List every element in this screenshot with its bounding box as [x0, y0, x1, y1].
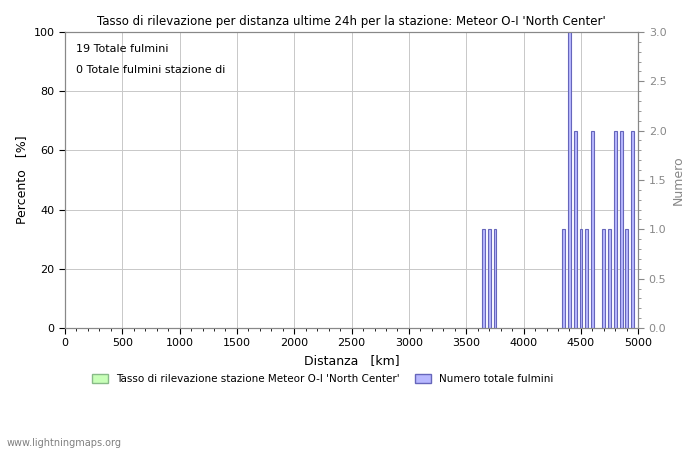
Bar — [568, 32, 571, 328]
Bar — [585, 230, 588, 328]
Bar — [488, 248, 491, 328]
Bar — [620, 130, 622, 328]
Text: 0 Totale fulmini stazione di: 0 Totale fulmini stazione di — [76, 64, 226, 75]
Bar — [562, 230, 565, 328]
Title: Tasso di rilevazione per distanza ultime 24h per la stazione: Meteor O-I 'North : Tasso di rilevazione per distanza ultime… — [97, 15, 606, 28]
Bar — [603, 245, 606, 328]
Bar — [631, 233, 634, 328]
Bar — [591, 130, 594, 328]
Bar — [574, 130, 577, 328]
Y-axis label: Numero: Numero — [672, 155, 685, 205]
Bar — [580, 230, 582, 328]
Bar — [625, 245, 628, 328]
Bar — [585, 245, 588, 328]
Bar — [482, 248, 485, 328]
Legend: Tasso di rilevazione stazione Meteor O-I 'North Center', Numero totale fulmini: Tasso di rilevazione stazione Meteor O-I… — [88, 369, 558, 388]
X-axis label: Distanza   [km]: Distanza [km] — [304, 354, 400, 367]
Bar — [591, 233, 594, 328]
Text: www.lightningmaps.org: www.lightningmaps.org — [7, 438, 122, 448]
Bar — [562, 295, 565, 328]
Bar — [488, 230, 491, 328]
Bar — [494, 248, 496, 328]
Bar — [482, 230, 485, 328]
Bar — [620, 233, 622, 328]
Bar — [580, 295, 582, 328]
Bar — [631, 130, 634, 328]
Bar — [625, 230, 628, 328]
Bar — [568, 254, 571, 328]
Y-axis label: Percento   [%]: Percento [%] — [15, 135, 28, 224]
Bar — [614, 233, 617, 328]
Bar — [608, 230, 611, 328]
Text: 19 Totale fulmini: 19 Totale fulmini — [76, 44, 169, 54]
Bar — [494, 230, 496, 328]
Bar — [574, 233, 577, 328]
Bar — [608, 233, 611, 328]
Bar — [614, 130, 617, 328]
Bar — [603, 230, 606, 328]
